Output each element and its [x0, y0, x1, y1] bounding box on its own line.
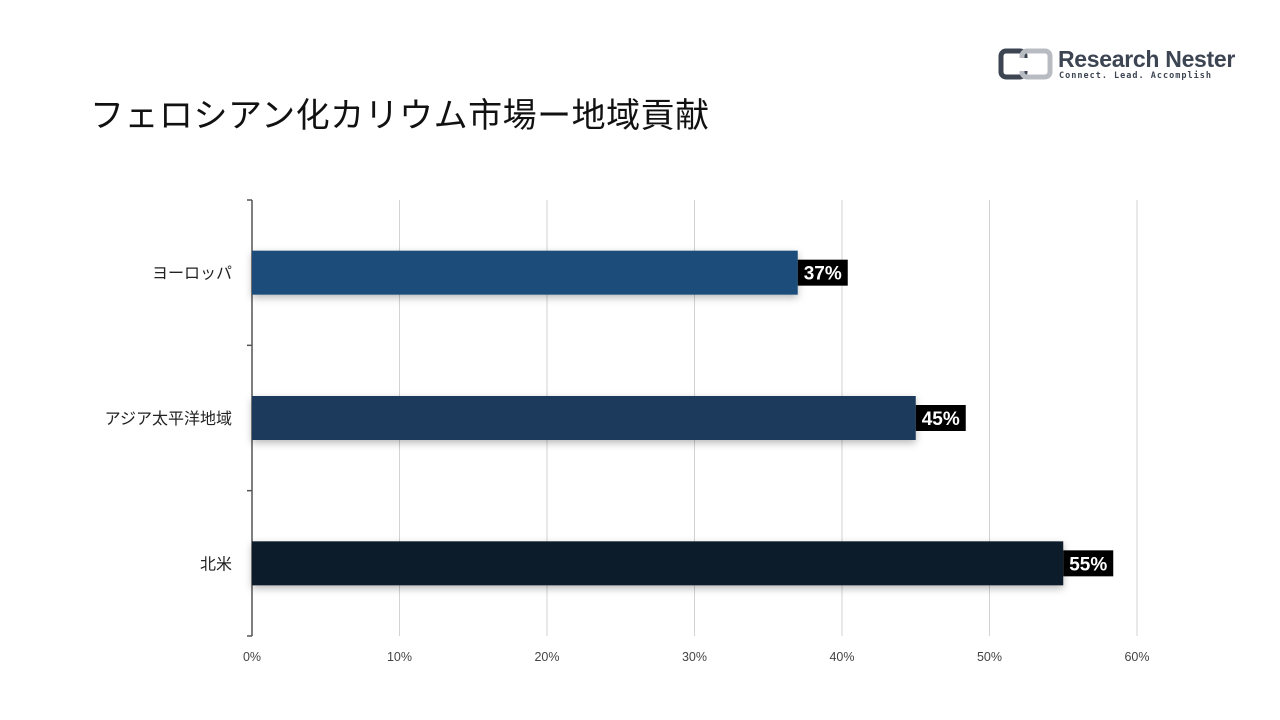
x-tick-label: 30%: [682, 650, 707, 664]
data-label-background: [1063, 550, 1114, 577]
x-tick-label: 0%: [243, 650, 261, 664]
bar: [252, 250, 798, 295]
logo-name: Research Nester: [1058, 46, 1236, 72]
logo-mark-icon: [998, 48, 1053, 80]
x-tick-label: 40%: [829, 650, 854, 664]
bar: [252, 396, 916, 440]
logo-tagline: Connect. Lead. Accomplish: [1059, 71, 1212, 81]
bar: [252, 541, 1064, 586]
category-label: アジア太平洋地域: [105, 409, 232, 428]
x-tick-label: 60%: [1124, 650, 1149, 664]
x-tick-label: 20%: [534, 650, 559, 664]
chart-title: フェロシアン化カリウム市場ー地域貢献: [90, 96, 710, 136]
x-tick-label: 50%: [977, 650, 1002, 664]
category-label: ヨーロッパ: [152, 264, 232, 283]
category-label: 北米: [200, 554, 232, 573]
data-label: 55%: [1069, 554, 1107, 575]
data-label: 45%: [922, 409, 960, 430]
data-label-background: [797, 259, 848, 286]
data-label-background: [915, 405, 966, 431]
data-label: 37%: [804, 264, 842, 285]
x-tick-label: 10%: [387, 650, 412, 664]
research-nester-logo: Research Nester Connect. Lead. Accomplis…: [998, 46, 1235, 86]
